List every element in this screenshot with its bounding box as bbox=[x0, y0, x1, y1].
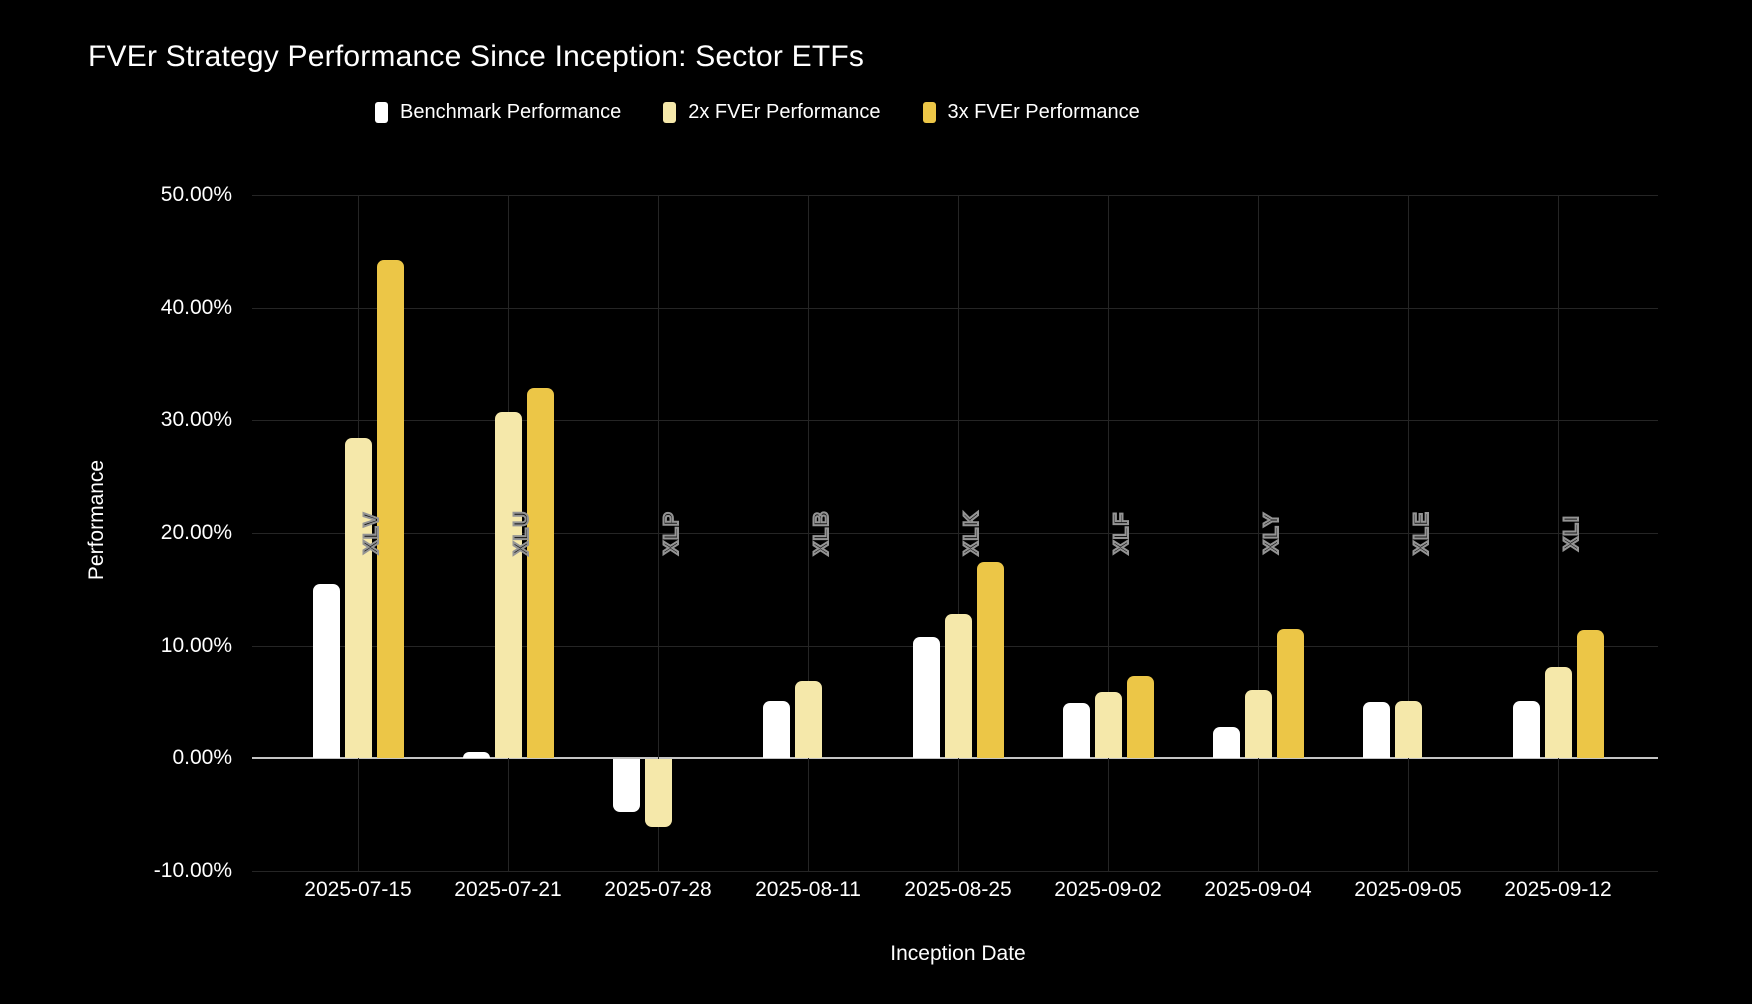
bar-2x-fver-xli[interactable] bbox=[1544, 667, 1572, 759]
x-tick-label: 2025-09-02 bbox=[1054, 878, 1162, 901]
gridline-vertical bbox=[1258, 195, 1259, 871]
x-tick-label: 2025-09-12 bbox=[1504, 878, 1612, 901]
ticker-label-xlb: XLB bbox=[809, 510, 834, 557]
bar-benchmark-xlp[interactable] bbox=[612, 759, 640, 813]
legend-item-2x-fver[interactable]: 2x FVEr Performance bbox=[663, 101, 881, 124]
x-tick-label: 2025-09-05 bbox=[1354, 878, 1462, 901]
y-tick-label: 10.00% bbox=[160, 633, 232, 657]
bar-2x-fver-xle[interactable] bbox=[1394, 700, 1422, 759]
legend-item-label: 3x FVEr Performance bbox=[947, 101, 1140, 123]
legend-item-label: 2x FVEr Performance bbox=[688, 101, 881, 123]
bar-2x-fver-xlv[interactable] bbox=[344, 438, 372, 759]
bar-3x-fver-xlf[interactable] bbox=[1126, 676, 1154, 759]
ticker-label-xli: XLI bbox=[1559, 514, 1584, 552]
bar-2x-fver-xlk[interactable] bbox=[944, 614, 972, 759]
bar-3x-fver-xlu[interactable] bbox=[526, 387, 554, 759]
gridline-horizontal bbox=[252, 871, 1658, 872]
bar-2x-fver-xlp[interactable] bbox=[644, 759, 672, 827]
bar-2x-fver-xlf[interactable] bbox=[1094, 691, 1122, 759]
y-tick-label: 20.00% bbox=[160, 521, 232, 544]
x-tick-label: 2025-07-28 bbox=[604, 878, 712, 901]
ticker-label-xlf: XLF bbox=[1109, 511, 1134, 556]
bar-benchmark-xlf[interactable] bbox=[1062, 703, 1090, 759]
gridline-vertical bbox=[1558, 195, 1559, 871]
y-axis-title: Performance bbox=[85, 459, 108, 581]
bar-benchmark-xle[interactable] bbox=[1362, 702, 1390, 759]
bar-benchmark-xlk[interactable] bbox=[912, 636, 940, 759]
gridline-vertical bbox=[958, 195, 959, 871]
legend-swatch-icon bbox=[375, 102, 388, 123]
gridline-horizontal bbox=[252, 420, 1658, 422]
bar-2x-fver-xlu[interactable] bbox=[494, 412, 522, 759]
legend-swatch-icon bbox=[663, 102, 677, 123]
y-tick-label: -10.00% bbox=[153, 859, 232, 882]
gridline-vertical bbox=[808, 195, 809, 871]
legend-item-3x-fver[interactable]: 3x FVEr Performance bbox=[922, 101, 1140, 124]
y-tick-label: 50.00% bbox=[160, 183, 232, 206]
bar-2x-fver-xly[interactable] bbox=[1244, 689, 1272, 759]
ticker-label-xlv: XLV bbox=[359, 511, 384, 555]
chart-title: FVEr Strategy Performance Since Inceptio… bbox=[88, 40, 865, 73]
x-tick-label: 2025-07-21 bbox=[454, 878, 562, 901]
x-axis-title: Inception Date bbox=[890, 942, 1026, 965]
gridline-vertical bbox=[1408, 195, 1409, 871]
ticker-label-xlp: XLP bbox=[659, 510, 684, 556]
legend-item-benchmark[interactable]: Benchmark Performance bbox=[375, 101, 621, 124]
legend: Benchmark Performance 2x FVEr Performance… bbox=[375, 101, 1140, 124]
ticker-label-xly: XLY bbox=[1259, 511, 1284, 555]
ticker-label-xle: XLE bbox=[1409, 510, 1434, 556]
bar-3x-fver-xly[interactable] bbox=[1276, 628, 1304, 759]
x-tick-label: 2025-09-04 bbox=[1204, 878, 1312, 901]
gridline-horizontal bbox=[252, 757, 1658, 760]
legend-swatch-icon bbox=[922, 102, 936, 123]
ticker-label-xlu: XLU bbox=[509, 510, 534, 557]
x-tick-label: 2025-08-25 bbox=[904, 878, 1012, 901]
bar-benchmark-xlb[interactable] bbox=[762, 700, 790, 759]
bar-benchmark-xlv[interactable] bbox=[312, 583, 340, 759]
bar-benchmark-xlu[interactable] bbox=[462, 751, 490, 759]
legend-item-label: Benchmark Performance bbox=[400, 101, 622, 123]
bar-3x-fver-xlk[interactable] bbox=[976, 562, 1004, 759]
gridline-vertical bbox=[658, 195, 659, 871]
bar-benchmark-xli[interactable] bbox=[1512, 700, 1540, 759]
y-tick-label: 0.00% bbox=[172, 746, 232, 770]
bar-2x-fver-xlb[interactable] bbox=[794, 680, 822, 759]
gridline-vertical bbox=[1108, 195, 1109, 871]
bar-benchmark-xly[interactable] bbox=[1212, 726, 1240, 759]
bar-3x-fver-xli[interactable] bbox=[1576, 629, 1604, 759]
gridline-horizontal bbox=[252, 307, 1658, 309]
bar-3x-fver-xlv[interactable] bbox=[376, 260, 404, 759]
y-tick-label: 40.00% bbox=[160, 295, 232, 319]
x-tick-label: 2025-08-11 bbox=[755, 878, 861, 901]
x-tick-label: 2025-07-15 bbox=[304, 878, 412, 901]
gridline-horizontal bbox=[252, 533, 1658, 534]
y-tick-label: 30.00% bbox=[160, 408, 232, 432]
ticker-label-xlk: XLK bbox=[959, 510, 984, 557]
gridline-horizontal bbox=[252, 195, 1658, 196]
